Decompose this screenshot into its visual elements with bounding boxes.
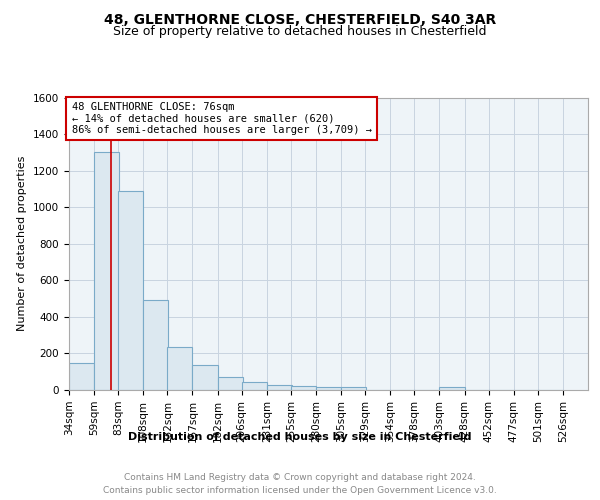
Bar xyxy=(193,366,218,390)
Bar xyxy=(167,347,193,390)
Text: Distribution of detached houses by size in Chesterfield: Distribution of detached houses by size … xyxy=(128,432,472,442)
Text: Contains public sector information licensed under the Open Government Licence v3: Contains public sector information licen… xyxy=(103,486,497,495)
Bar xyxy=(316,388,341,390)
Bar xyxy=(69,364,94,390)
Bar xyxy=(291,386,316,390)
Bar xyxy=(218,377,242,390)
Text: 48 GLENTHORNE CLOSE: 76sqm
← 14% of detached houses are smaller (620)
86% of sem: 48 GLENTHORNE CLOSE: 76sqm ← 14% of deta… xyxy=(71,102,371,135)
Bar xyxy=(143,300,169,390)
Text: 48, GLENTHORNE CLOSE, CHESTERFIELD, S40 3AR: 48, GLENTHORNE CLOSE, CHESTERFIELD, S40 … xyxy=(104,12,496,26)
Text: Contains HM Land Registry data © Crown copyright and database right 2024.: Contains HM Land Registry data © Crown c… xyxy=(124,472,476,482)
Bar xyxy=(341,388,366,390)
Bar xyxy=(118,190,143,390)
Bar xyxy=(94,152,119,390)
Y-axis label: Number of detached properties: Number of detached properties xyxy=(17,156,28,332)
Text: Size of property relative to detached houses in Chesterfield: Size of property relative to detached ho… xyxy=(113,25,487,38)
Bar xyxy=(267,384,292,390)
Bar xyxy=(242,382,267,390)
Bar xyxy=(439,388,464,390)
